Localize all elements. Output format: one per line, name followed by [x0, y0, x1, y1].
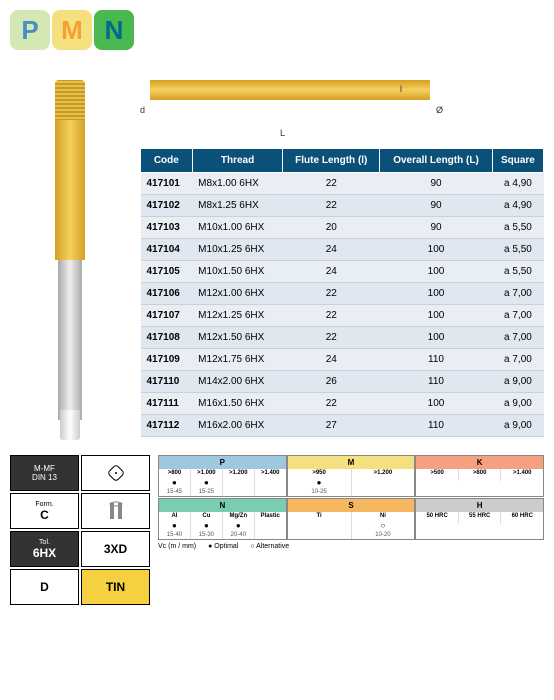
table-row: 417109M12x1.75 6HX24110a 7,00: [141, 349, 544, 371]
material-group-p: P>800>1.000>1.200>1.400●●15-4515-25: [158, 455, 287, 497]
material-header: P: [159, 456, 286, 469]
spec-depth: 3XD: [81, 531, 150, 567]
table-header: Square: [492, 149, 543, 173]
table-header: Overall Length (L): [380, 149, 493, 173]
spec-mmf-bottom: DIN 13: [32, 473, 57, 482]
label-d: d: [140, 105, 145, 115]
material-group-n: NAlCuMg/ZnPlastic●●●15-4015-3020-40: [158, 498, 287, 540]
table-row: 417105M10x1.50 6HX24100a 5,50: [141, 261, 544, 283]
label-L: L: [280, 128, 285, 138]
material-header: H: [416, 499, 543, 512]
table-row: 417111M16x1.50 6HX22100a 9,00: [141, 393, 544, 415]
material-header: S: [288, 499, 415, 512]
table-row: 417101M8x1.00 6HX2290a 4,90: [141, 173, 544, 195]
table-row: 417106M12x1.00 6HX22100a 7,00: [141, 283, 544, 305]
spec-square-icon: [81, 455, 150, 491]
table-header: Code: [141, 149, 193, 173]
table-row: 417112M16x2.00 6HX27110a 9,00: [141, 415, 544, 437]
spec-icon-grid: M-MF DIN 13 Form. C Tol. 6HX: [10, 455, 150, 605]
logo-p: P: [10, 10, 50, 50]
table-row: 417102M8x1.25 6HX2290a 4,90: [141, 195, 544, 217]
spec-coating: TIN: [81, 569, 150, 605]
logo-m: M: [52, 10, 92, 50]
table-row: 417108M12x1.50 6HX22100a 7,00: [141, 327, 544, 349]
spec-mmf-top: M-MF: [34, 464, 55, 473]
material-group-h: H50 HRC55 HRC60 HRC: [415, 498, 544, 540]
spec-table: CodeThreadFlute Length (l)Overall Length…: [140, 148, 544, 437]
label-dia: Ø: [436, 105, 443, 115]
logo-n: N: [94, 10, 134, 50]
table-row: 417110M14x2.00 6HX26110a 9,00: [141, 371, 544, 393]
spec-hole-icon: [81, 493, 150, 529]
legend-alt: ○ Alternative: [250, 543, 289, 550]
legend-vc: Vc (m / mm): [158, 543, 196, 550]
material-header: K: [416, 456, 543, 469]
table-row: 417104M10x1.25 6HX24100a 5,50: [141, 239, 544, 261]
material-header: N: [159, 499, 286, 512]
spec-chamfer: D: [10, 569, 79, 605]
product-image: [10, 60, 130, 440]
material-header: M: [288, 456, 415, 469]
material-group-m: M>950>1.200●10-25: [287, 455, 416, 497]
label-l: l: [400, 84, 402, 94]
spec-form: Form. C: [10, 493, 79, 529]
table-header: Thread: [192, 149, 283, 173]
table-header: Flute Length (l): [283, 149, 380, 173]
material-group-k: K>500>800>1.400: [415, 455, 544, 497]
legend-optimal: ● Optimal: [208, 543, 238, 550]
dimension-schematic: d L l Ø: [140, 80, 544, 140]
spec-mmf: M-MF DIN 13: [10, 455, 79, 491]
spec-tol: Tol. 6HX: [10, 531, 79, 567]
material-tables: P>800>1.000>1.200>1.400●●15-4515-25M>950…: [158, 455, 544, 605]
material-group-s: STiNi○10-20: [287, 498, 416, 540]
table-row: 417103M10x1.00 6HX2090a 5,50: [141, 217, 544, 239]
pmn-logo: P M N: [10, 10, 544, 50]
table-row: 417107M12x1.25 6HX22100a 7,00: [141, 305, 544, 327]
